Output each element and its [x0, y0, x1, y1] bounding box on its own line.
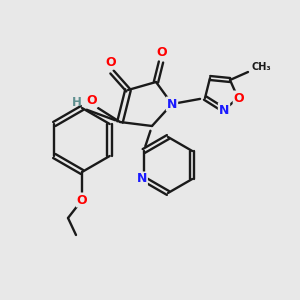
- Text: CH₃: CH₃: [252, 62, 272, 72]
- Text: O: O: [87, 94, 97, 106]
- Text: O: O: [234, 92, 244, 104]
- Text: O: O: [157, 46, 167, 59]
- Text: H: H: [72, 95, 82, 109]
- Text: O: O: [106, 56, 116, 68]
- Text: N: N: [136, 172, 147, 185]
- Text: N: N: [167, 98, 177, 110]
- Text: N: N: [219, 103, 229, 116]
- Text: O: O: [77, 194, 87, 206]
